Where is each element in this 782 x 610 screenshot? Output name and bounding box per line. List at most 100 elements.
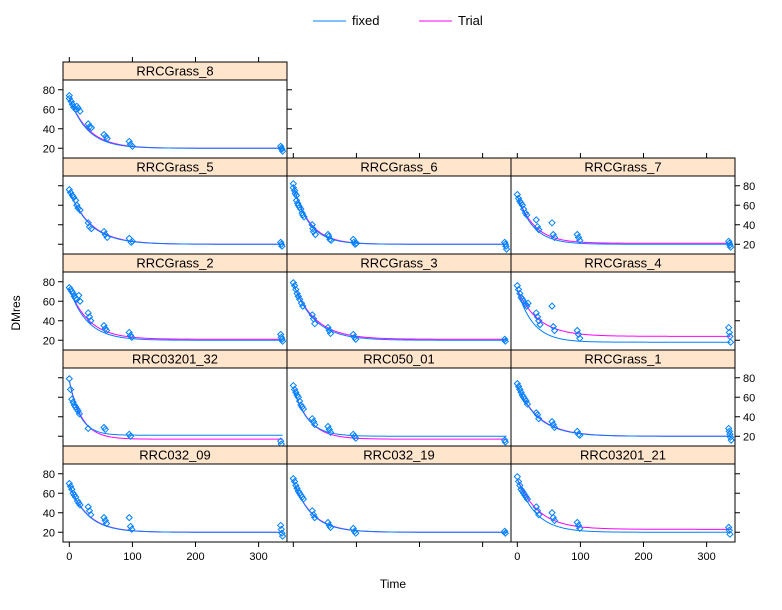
data-point: [100, 513, 108, 522]
data-point: [523, 495, 532, 503]
data-point: [725, 427, 734, 436]
strip-label-RRCGrass_8: RRCGrass_8: [136, 64, 213, 79]
x-tick-label: 300: [697, 551, 715, 563]
panel-RRCGrass_3: RRCGrass_3: [286, 253, 512, 351]
data-point: [289, 180, 298, 188]
data-point: [289, 183, 298, 192]
data-point: [532, 216, 540, 224]
data-point: [299, 302, 307, 310]
data-point: [725, 328, 734, 337]
data-point: [548, 302, 556, 310]
strip-label-RRCGrass_5: RRCGrass_5: [136, 160, 213, 175]
data-point: [324, 230, 332, 239]
data-point: [311, 319, 319, 328]
trial-curve-RRC03201_32: [68, 380, 283, 440]
data-point: [513, 190, 522, 199]
legend-trial-label: Trial: [458, 13, 483, 28]
data-point: [290, 281, 299, 290]
data-point: [84, 120, 92, 128]
data-point: [292, 196, 301, 205]
trial-curve-RRCGrass_8: [68, 97, 283, 149]
x-tick-label: 100: [123, 551, 141, 563]
panel-RRCGrass_6: RRCGrass_6: [286, 157, 512, 255]
data-point: [85, 507, 94, 515]
y-tick-label: 40: [743, 412, 755, 424]
y-tick-label: 20: [43, 527, 55, 539]
data-point: [514, 477, 523, 486]
data-point: [573, 518, 581, 527]
y-tick-label: 80: [43, 277, 55, 289]
data-point: [297, 205, 305, 213]
trial-curve-RRC03201_21: [516, 478, 731, 530]
data-point: [517, 388, 525, 397]
data-point: [289, 474, 298, 483]
data-point: [576, 334, 584, 343]
data-point: [128, 142, 137, 151]
data-point: [293, 484, 301, 493]
fixed-curve-RRC050_01: [292, 387, 507, 437]
panel-frame-RRCGrass_8: [62, 79, 288, 159]
data-point: [102, 519, 111, 528]
panel-RRCGrass_7: RRCGrass_7: [510, 157, 736, 255]
y-tick-label: 60: [43, 296, 55, 308]
data-point: [502, 242, 510, 250]
data-point: [289, 279, 298, 287]
data-point: [84, 424, 92, 433]
data-point: [533, 222, 542, 231]
data-point: [535, 414, 543, 423]
data-point: [290, 385, 299, 394]
data-point: [294, 292, 303, 301]
data-point: [299, 405, 308, 413]
data-point: [311, 230, 320, 239]
x-tick-label: 300: [249, 551, 267, 563]
data-point: [300, 213, 308, 221]
data-point: [76, 501, 84, 509]
axes-group: 20 40 60 80 20 40 60 80 20 40 60 80 20 40 60 80 20 40 60 80…: [43, 57, 755, 563]
data-point: [85, 313, 94, 321]
data-point: [278, 532, 287, 540]
data-point: [550, 326, 559, 335]
data-point: [100, 227, 108, 236]
data-point: [276, 238, 285, 247]
data-point: [311, 420, 319, 429]
data-point: [500, 436, 509, 444]
y-tick-label: 80: [43, 469, 55, 481]
data-point: [294, 393, 303, 401]
data-point: [66, 188, 75, 197]
data-point: [126, 522, 135, 531]
data-point: [68, 395, 76, 403]
data-point: [574, 521, 583, 530]
x-tick-label: 0: [514, 551, 520, 563]
data-point: [516, 385, 524, 394]
trial-curve-RRCGrass_3: [292, 283, 507, 340]
data-point: [101, 425, 109, 434]
data-point: [725, 526, 734, 535]
strip-label-RRC050_01: RRC050_01: [363, 352, 435, 367]
data-point: [549, 322, 557, 331]
y-tick-label: 20: [43, 335, 55, 347]
data-point: [69, 398, 77, 406]
data-point: [84, 309, 92, 317]
data-point: [726, 243, 735, 251]
data-point: [501, 438, 510, 446]
data-point: [327, 236, 335, 245]
trial-curve-RRC032_09: [68, 484, 283, 533]
data-point: [65, 94, 74, 103]
x-tick-label: 0: [66, 551, 72, 563]
data-point: [76, 297, 84, 305]
data-point: [519, 297, 528, 305]
fixed-curve-RRCGrass_7: [516, 195, 731, 245]
data-point: [513, 379, 522, 388]
data-point: [726, 430, 734, 439]
data-point: [535, 225, 543, 234]
data-point: [514, 285, 523, 294]
data-point: [726, 241, 734, 249]
data-point: [576, 524, 584, 533]
data-point: [535, 510, 543, 519]
data-point: [84, 219, 92, 227]
strip-label-RRCGrass_3: RRCGrass_3: [360, 256, 437, 271]
data-point: [65, 185, 74, 194]
data-point: [74, 407, 82, 415]
data-point: [126, 432, 135, 440]
data-point: [549, 420, 557, 429]
